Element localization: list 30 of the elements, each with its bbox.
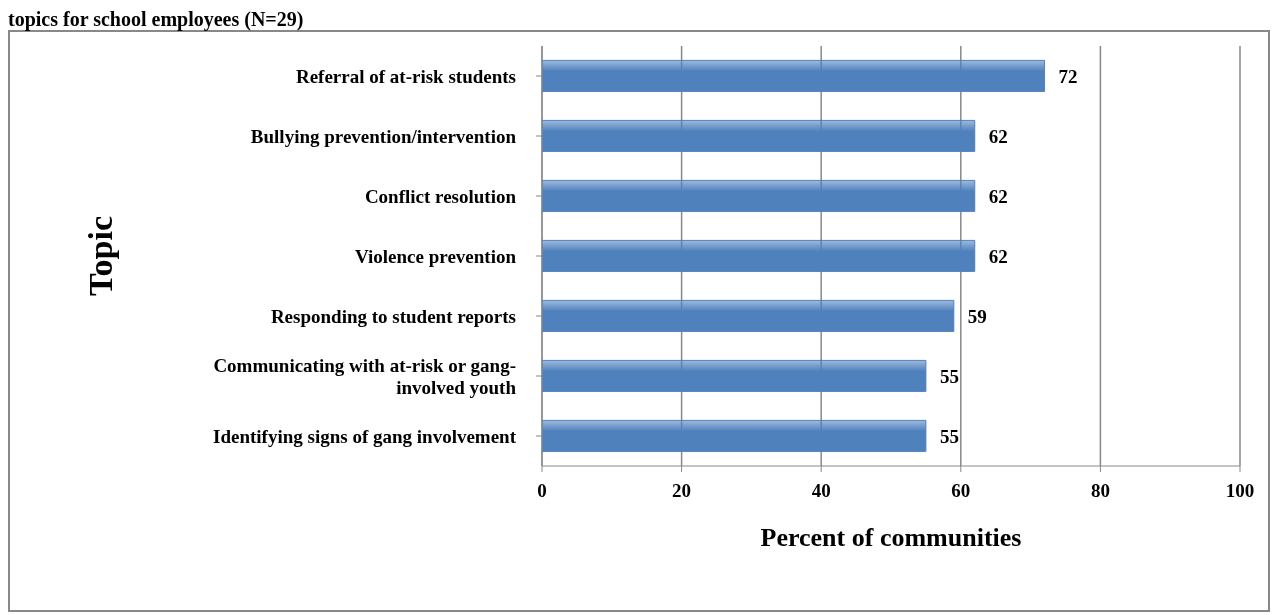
y-tick-label: Responding to student reports bbox=[270, 305, 516, 327]
x-axis-title: Percent of communities bbox=[760, 523, 1022, 552]
data-label: 55 bbox=[939, 425, 959, 447]
bar bbox=[542, 419, 927, 452]
text: topics for school employees (N=29) bbox=[8, 8, 305, 30]
x-tick-label: 40 bbox=[811, 480, 831, 502]
bar bbox=[542, 239, 976, 272]
bar bbox=[542, 59, 1046, 92]
data-label: 62 bbox=[988, 185, 1008, 207]
bar bbox=[542, 119, 976, 152]
x-tick-label: 20 bbox=[672, 480, 692, 502]
y-tick-label: Identifying signs of gang involvement bbox=[213, 425, 517, 447]
data-label: 55 bbox=[939, 365, 959, 387]
data-label: 62 bbox=[988, 245, 1008, 267]
y-tick-label: Bullying prevention/intervention bbox=[250, 125, 517, 147]
x-tick-label: 60 bbox=[951, 480, 971, 502]
bar bbox=[542, 299, 955, 332]
data-label: 59 bbox=[967, 305, 987, 327]
y-tick-label: Communicating with at-risk or gang-involved youth bbox=[213, 354, 517, 398]
data-label: 72 bbox=[1058, 65, 1078, 87]
y-axis-title: Topic bbox=[82, 215, 120, 297]
x-tick-label: 80 bbox=[1090, 480, 1110, 502]
data-label: 62 bbox=[988, 125, 1008, 147]
y-tick-label: Violence prevention bbox=[355, 245, 517, 267]
x-tick-label: 0 bbox=[537, 480, 547, 502]
x-tick-label: 100 bbox=[1225, 480, 1255, 502]
y-tick-label: Conflict resolution bbox=[364, 185, 517, 207]
y-tick-label: Referral of at-risk students bbox=[295, 65, 516, 87]
bar bbox=[542, 359, 927, 392]
bar bbox=[542, 179, 976, 212]
